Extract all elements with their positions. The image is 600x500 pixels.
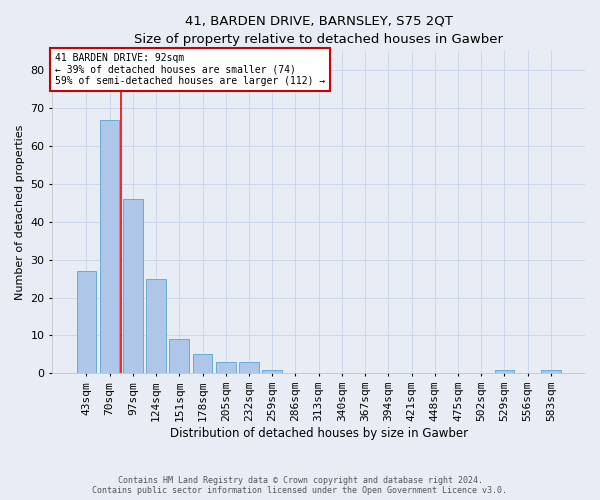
Bar xyxy=(77,271,96,374)
Bar xyxy=(193,354,212,374)
Text: Contains HM Land Registry data © Crown copyright and database right 2024.
Contai: Contains HM Land Registry data © Crown c… xyxy=(92,476,508,495)
Bar xyxy=(262,370,282,374)
X-axis label: Distribution of detached houses by size in Gawber: Distribution of detached houses by size … xyxy=(170,427,468,440)
Y-axis label: Number of detached properties: Number of detached properties xyxy=(15,124,25,300)
Bar xyxy=(494,370,514,374)
Bar xyxy=(169,339,189,374)
Bar xyxy=(239,362,259,374)
Bar xyxy=(541,370,561,374)
Bar xyxy=(216,362,236,374)
Bar xyxy=(123,199,143,374)
Bar xyxy=(100,120,119,374)
Text: 41 BARDEN DRIVE: 92sqm
← 39% of detached houses are smaller (74)
59% of semi-det: 41 BARDEN DRIVE: 92sqm ← 39% of detached… xyxy=(55,53,325,86)
Title: 41, BARDEN DRIVE, BARNSLEY, S75 2QT
Size of property relative to detached houses: 41, BARDEN DRIVE, BARNSLEY, S75 2QT Size… xyxy=(134,15,503,46)
Bar xyxy=(146,278,166,374)
